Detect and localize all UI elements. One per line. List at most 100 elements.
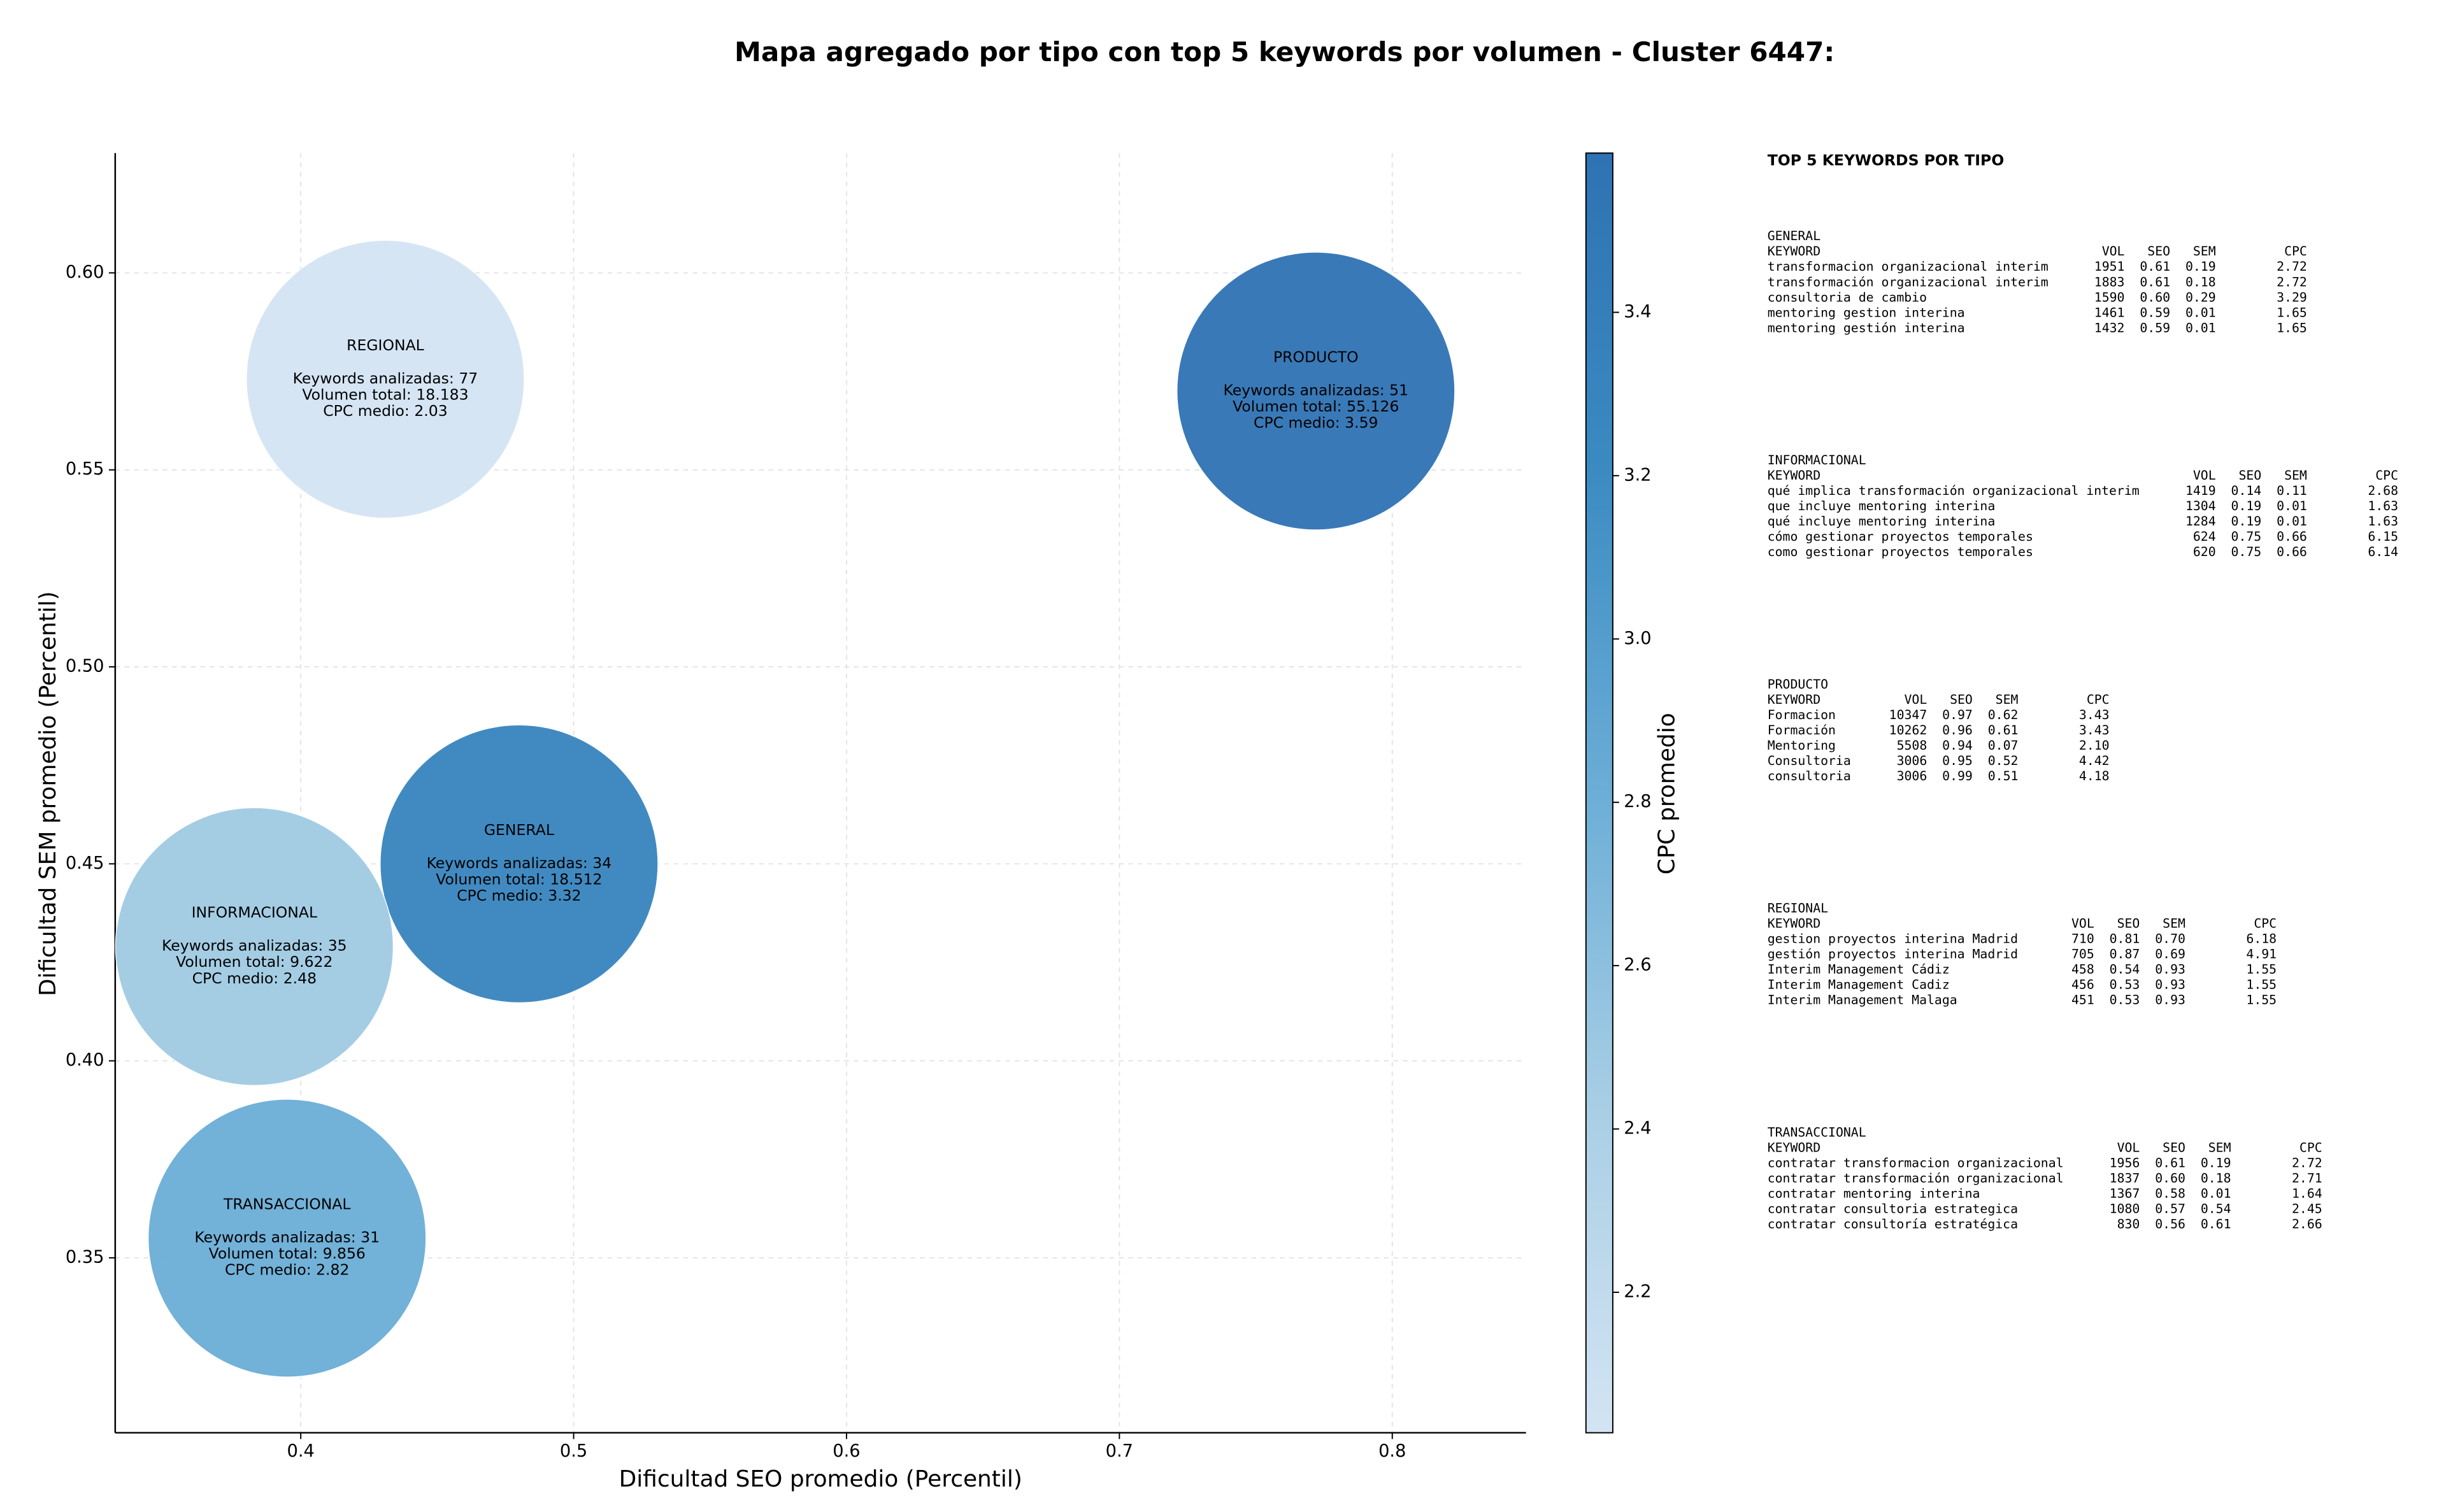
table-cell: 0.52 xyxy=(1988,753,2019,768)
table-cell: contratar mentoring interina xyxy=(1768,1186,1980,1201)
table-cell: 0.51 xyxy=(1988,769,2019,783)
bubble-label: Keywords analizadas: 51 xyxy=(1223,382,1408,399)
table-cell: 0.01 xyxy=(2277,499,2307,513)
bubble-name: REGIONAL xyxy=(347,336,424,354)
column-header: SEM xyxy=(1996,692,2019,707)
table-cell: 1.63 xyxy=(2368,499,2398,513)
table-cell: 1432 xyxy=(2094,320,2125,335)
column-header: KEYWORD xyxy=(1768,468,1820,483)
table-cell: 1.55 xyxy=(2246,993,2277,1008)
column-header: CPC xyxy=(2254,916,2277,931)
table-cell: Formacion xyxy=(1768,708,1836,722)
x-tick-label: 0.8 xyxy=(1378,1441,1406,1461)
bubble-label: CPC medio: 2.48 xyxy=(192,969,317,987)
table-cell: 1367 xyxy=(2110,1186,2140,1201)
table-cell: 4.18 xyxy=(2079,769,2110,783)
table-cell: Mentoring xyxy=(1768,738,1836,753)
table-cell: 0.61 xyxy=(2140,259,2170,274)
table-cell: 6.15 xyxy=(2368,529,2398,544)
table-cell: 0.19 xyxy=(2185,259,2216,274)
table-cell: Consultoria xyxy=(1768,753,1851,768)
table-cell: 2.66 xyxy=(2292,1217,2322,1232)
y-tick-label: 0.55 xyxy=(66,459,104,479)
colorbar-tick-label: 3.4 xyxy=(1624,302,1651,322)
table-cell: 0.19 xyxy=(2231,514,2262,529)
bubble-label: CPC medio: 3.59 xyxy=(1254,414,1378,432)
table-cell: 0.07 xyxy=(1988,738,2019,753)
table-cell: 1461 xyxy=(2094,305,2125,320)
table-cell: 3.29 xyxy=(2277,290,2307,304)
table-cell: 1951 xyxy=(2094,259,2125,274)
table-cell: Interim Management Cadiz xyxy=(1768,978,1950,992)
table-cell: qué incluye mentoring interina xyxy=(1768,514,1996,529)
table-cell: 0.18 xyxy=(2201,1171,2231,1185)
column-header: SEO xyxy=(2163,1140,2185,1155)
bubble-name: TRANSACCIONAL xyxy=(223,1195,351,1213)
table-cell: 0.81 xyxy=(2110,932,2140,946)
column-header: VOL xyxy=(2117,1140,2140,1155)
bubble-label: Volumen total: 9.622 xyxy=(176,953,333,971)
table-cell: 624 xyxy=(2193,529,2216,544)
table-cell: cómo gestionar proyectos temporales xyxy=(1768,529,2033,544)
column-header: SEO xyxy=(1950,692,1973,707)
column-header: KEYWORD xyxy=(1768,244,1820,259)
table-cell: 2.68 xyxy=(2368,483,2398,498)
y-tick-label: 0.60 xyxy=(66,262,104,282)
table-cell: 0.11 xyxy=(2277,483,2307,498)
bubble xyxy=(380,724,659,1003)
table-cell: 1.65 xyxy=(2277,320,2307,335)
table-cell: 0.59 xyxy=(2140,320,2170,335)
table-cell: 710 xyxy=(2071,932,2094,946)
bubble-label: Volumen total: 55.126 xyxy=(1233,397,1399,415)
table-cell: 0.75 xyxy=(2231,529,2262,544)
column-header: SEM xyxy=(2193,244,2216,259)
table-cell: gestion proyectos interina Madrid xyxy=(1768,932,2018,946)
table-cell: 2.45 xyxy=(2292,1202,2322,1216)
table-cell: 2.72 xyxy=(2292,1155,2322,1170)
table-cell: 0.61 xyxy=(2140,275,2170,289)
table-cell: transformación organizacional interim xyxy=(1768,275,2049,289)
table-cell: 10262 xyxy=(1889,723,1927,738)
table-cell: qué implica transformación organizaciona… xyxy=(1768,483,2140,498)
table-cell: 620 xyxy=(2193,545,2216,559)
table-cell: 0.99 xyxy=(1942,769,1973,783)
column-header: CPC xyxy=(2087,692,2110,707)
table-cell: 0.97 xyxy=(1942,708,1973,722)
table-cell: 6.14 xyxy=(2368,545,2398,559)
table-cell: 5508 xyxy=(1897,738,1927,753)
chart-title: Mapa agregado por tipo con top 5 keyword… xyxy=(734,36,1834,68)
table-cell: 4.91 xyxy=(2246,947,2277,962)
section-name: INFORMACIONAL xyxy=(1768,453,1866,467)
table-cell: Formación xyxy=(1768,723,1836,738)
table-cell: 0.75 xyxy=(2231,545,2262,559)
bubble-label: CPC medio: 2.03 xyxy=(323,402,447,420)
colorbar-tick-label: 3.2 xyxy=(1624,465,1651,485)
table-cell: transformacion organizacional interim xyxy=(1768,259,2049,274)
table-cell: 2.72 xyxy=(2277,259,2307,274)
bubble-label: CPC medio: 3.32 xyxy=(457,887,581,904)
table-cell: como gestionar proyectos temporales xyxy=(1768,545,2033,559)
table-cell: 0.19 xyxy=(2201,1155,2231,1170)
column-header: CPC xyxy=(2284,244,2307,259)
table-cell: 3006 xyxy=(1897,753,1927,768)
table-cell: contratar consultoria estrategica xyxy=(1768,1202,2018,1216)
table-cell: 458 xyxy=(2071,962,2094,977)
table-cell: 0.54 xyxy=(2110,962,2140,977)
table-cell: 6.18 xyxy=(2246,932,2277,946)
table-cell: 0.70 xyxy=(2155,932,2185,946)
x-tick-label: 0.5 xyxy=(560,1441,587,1461)
table-cell: 0.94 xyxy=(1942,738,1973,753)
column-header: VOL xyxy=(2193,468,2216,483)
table-cell: 3.43 xyxy=(2079,723,2110,738)
table-cell: 0.59 xyxy=(2140,305,2170,320)
bubble xyxy=(115,807,394,1086)
column-header: VOL xyxy=(2102,244,2125,259)
column-header: SEM xyxy=(2284,468,2307,483)
table-cell: 1.55 xyxy=(2246,962,2277,977)
bubble-name: GENERAL xyxy=(484,821,554,839)
section-name: PRODUCTO xyxy=(1768,677,1828,692)
table-cell: 0.66 xyxy=(2277,529,2307,544)
column-header: KEYWORD xyxy=(1768,916,1820,931)
table-cell: contratar consultoría estratégica xyxy=(1768,1217,2018,1232)
